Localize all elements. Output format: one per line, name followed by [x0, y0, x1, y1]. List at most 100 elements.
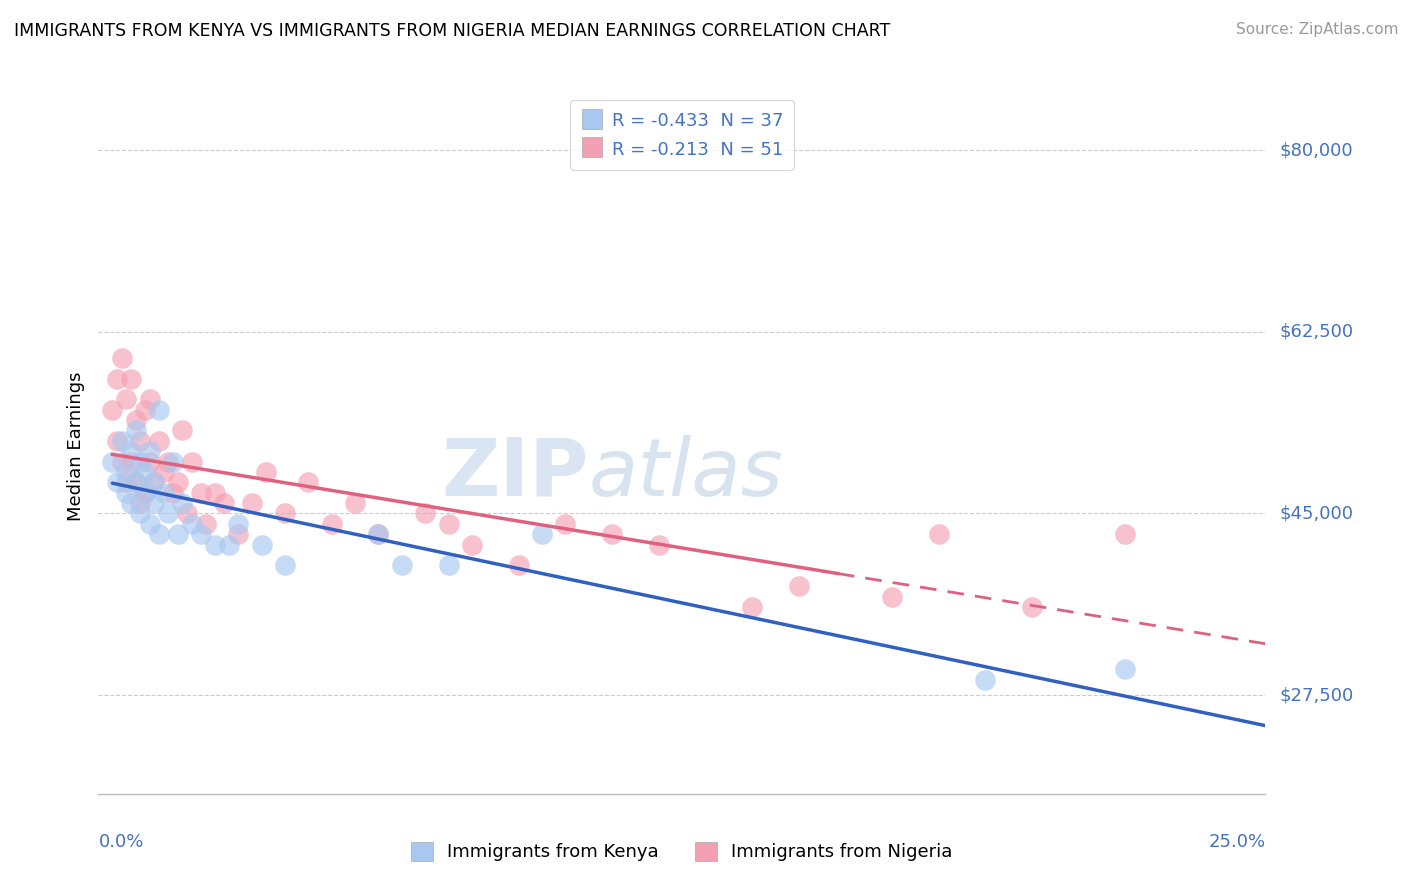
Point — [1114, 527, 1136, 541]
Point — [148, 434, 170, 448]
Text: $80,000: $80,000 — [1279, 141, 1353, 159]
Text: Source: ZipAtlas.com: Source: ZipAtlas.com — [1236, 22, 1399, 37]
Point — [242, 496, 264, 510]
Text: ZIP: ZIP — [441, 434, 589, 513]
Point — [1114, 662, 1136, 676]
Point — [256, 465, 278, 479]
Point — [105, 371, 128, 385]
Point — [157, 507, 180, 521]
Point — [162, 485, 184, 500]
Point — [148, 527, 170, 541]
Point — [321, 516, 343, 531]
Point — [166, 475, 188, 490]
Point — [129, 507, 152, 521]
Text: 25.0%: 25.0% — [1208, 833, 1265, 851]
Point — [152, 485, 174, 500]
Text: atlas: atlas — [589, 434, 783, 513]
Point — [647, 538, 669, 552]
Legend: R = -0.433  N = 37, R = -0.213  N = 51: R = -0.433 N = 37, R = -0.213 N = 51 — [569, 100, 794, 169]
Point — [787, 579, 810, 593]
Text: $62,500: $62,500 — [1279, 323, 1354, 341]
Point — [274, 558, 297, 573]
Point — [413, 507, 436, 521]
Point — [204, 485, 226, 500]
Point — [228, 516, 250, 531]
Point — [344, 496, 367, 510]
Point — [115, 485, 138, 500]
Point — [139, 454, 162, 468]
Point — [172, 496, 194, 510]
Point — [111, 434, 134, 448]
Point — [190, 485, 212, 500]
Point — [176, 507, 198, 521]
Point — [391, 558, 413, 573]
Point — [125, 475, 148, 490]
Point — [111, 351, 134, 365]
Point — [250, 538, 273, 552]
Point — [228, 527, 250, 541]
Point — [974, 673, 997, 687]
Point — [166, 527, 188, 541]
Point — [120, 496, 142, 510]
Point — [367, 527, 389, 541]
Point — [148, 402, 170, 417]
Point — [125, 413, 148, 427]
Y-axis label: Median Earnings: Median Earnings — [66, 371, 84, 521]
Point — [274, 507, 297, 521]
Text: 0.0%: 0.0% — [98, 833, 143, 851]
Point — [134, 402, 156, 417]
Point — [111, 454, 134, 468]
Point — [437, 558, 460, 573]
Point — [600, 527, 623, 541]
Point — [162, 454, 184, 468]
Point — [928, 527, 950, 541]
Point — [134, 465, 156, 479]
Point — [115, 475, 138, 490]
Text: $27,500: $27,500 — [1279, 686, 1354, 704]
Point — [101, 402, 124, 417]
Point — [120, 371, 142, 385]
Point — [139, 444, 162, 458]
Point — [105, 434, 128, 448]
Point — [461, 538, 484, 552]
Point — [218, 538, 240, 552]
Point — [129, 496, 152, 510]
Point — [741, 599, 763, 614]
Point — [367, 527, 389, 541]
Point — [880, 590, 903, 604]
Point — [204, 538, 226, 552]
Point — [297, 475, 319, 490]
Point — [125, 424, 148, 438]
Point — [143, 475, 166, 490]
Point — [139, 392, 162, 407]
Point — [129, 434, 152, 448]
Point — [139, 516, 162, 531]
Point — [143, 496, 166, 510]
Point — [120, 454, 142, 468]
Text: $45,000: $45,000 — [1279, 505, 1354, 523]
Point — [129, 454, 152, 468]
Point — [508, 558, 530, 573]
Point — [115, 465, 138, 479]
Point — [120, 444, 142, 458]
Point — [101, 454, 124, 468]
Text: IMMIGRANTS FROM KENYA VS IMMIGRANTS FROM NIGERIA MEDIAN EARNINGS CORRELATION CHA: IMMIGRANTS FROM KENYA VS IMMIGRANTS FROM… — [14, 22, 890, 40]
Point — [172, 424, 194, 438]
Point — [554, 516, 576, 531]
Point — [134, 485, 156, 500]
Point — [190, 527, 212, 541]
Point — [157, 454, 180, 468]
Point — [105, 475, 128, 490]
Point — [180, 454, 202, 468]
Point — [1021, 599, 1043, 614]
Point — [115, 392, 138, 407]
Point — [530, 527, 553, 541]
Point — [194, 516, 217, 531]
Point — [134, 485, 156, 500]
Point — [437, 516, 460, 531]
Point — [214, 496, 236, 510]
Point — [125, 475, 148, 490]
Point — [152, 465, 174, 479]
Point — [180, 516, 202, 531]
Point — [143, 475, 166, 490]
